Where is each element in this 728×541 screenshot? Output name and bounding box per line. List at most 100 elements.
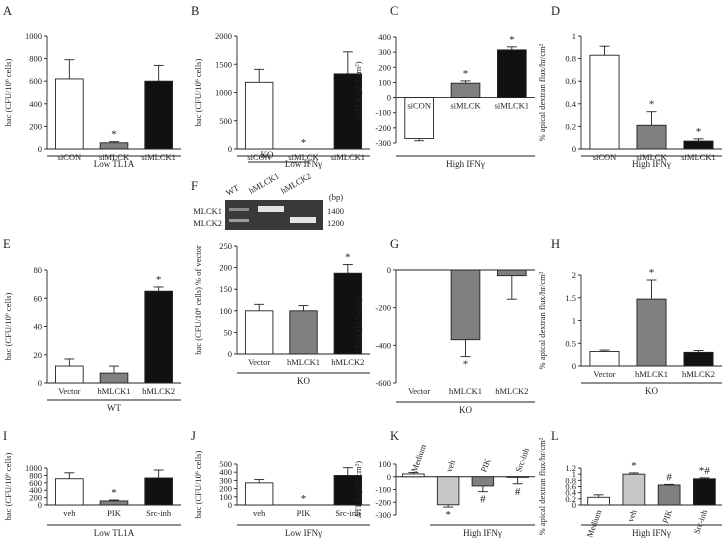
y-axis-label-f: bac (CFU/10⁶ cells) % of vector [193,245,203,355]
category-label-h-0: Vector [593,369,615,379]
gel-band-wt-mlck1 [229,208,249,211]
y-tick-label-j-5: 500 [219,459,232,469]
y-tick-label-e-4: 80 [34,265,43,275]
category-label-j-1: PIK [297,508,312,518]
y-tick-label-h-0: 0 [572,361,576,371]
category-label-j-0: veh [253,508,266,518]
y-tick-label-l-6: 1.2 [565,463,576,473]
gel-background [225,200,323,230]
y-tick-label-f-1: 50 [224,327,233,337]
panel-l: L 00.20.40.60.811.2 % apical dextran flux/… [537,429,722,539]
bar-e-2 [144,290,173,384]
y-axis-label-k: ΔTER (Ω * cm²) [353,461,363,518]
significance-j-1: * [301,493,307,505]
panel-e: E 0 20 40 60 80 bac (CFU/10⁶ cells) Vector hMLCK… [3,237,181,413]
bar-d-0 [589,54,620,150]
panel-c: C -300 -200 -100 0 100 200 300 400 ΔTER (Ω * cm²)… [353,4,535,169]
group-label-l: High IFNγ [632,528,671,538]
panel-label-a: A [3,4,12,18]
y-tick-label-f-5: 250 [219,241,232,251]
bar-l-3 [692,478,716,506]
y-tick-label-c-7: 400 [378,32,391,42]
significance-a-1: * [111,129,117,141]
group-label-b: Low IFNγ [285,159,322,169]
y-tick-label-g-3: 0 [387,265,391,275]
y-tick-label-d-4: 0.8 [565,54,576,64]
panel-label-e: E [3,237,11,251]
group-label-g: KO [459,405,472,415]
category-label-g-1: hMLCK1 [449,386,482,396]
significance-k-3: # [515,486,521,498]
category-label-e-0: Vector [58,386,80,396]
y-tick-label-i-4: 800 [29,470,42,480]
y-axis-label-d: % apical dextran flux/hr/cm² [537,43,547,141]
y-tick-label-l-0: 0 [572,500,576,510]
y-tick-label-a-2: 400 [29,99,42,109]
y-tick-label-e-2: 40 [34,322,43,332]
y-tick-label-d-3: 0.6 [565,76,576,86]
y-tick-label-g-0: -600 [375,378,391,388]
bar-c-1 [450,82,481,99]
y-tick-label-f-2: 100 [219,306,232,316]
significance-e-2: * [156,274,162,286]
category-label-f-1: hMLCK1 [287,357,320,367]
category-label-f-2: hMLCK2 [331,357,364,367]
panel-b: B 0 500 1000 1500 2000 bac (CFU/10⁶ cells) siCO… [191,4,370,169]
category-label-e-2: hMLCK2 [142,386,175,396]
y-tick-label-f-0: 0 [228,349,232,359]
panel-a: A 0 200 400 600 800 1000 bac (CFU/10⁶ cells) siC… [3,4,181,169]
y-tick-label-a-4: 800 [29,54,42,64]
bar-l-0 [587,496,611,506]
y-tick-label-k-0: -300 [375,510,391,520]
y-axis-label-l: % apical dextran flux/hr/cm² [537,437,547,535]
y-tick-label-l-4: 0.8 [565,475,576,485]
category-label-a-0: siCON [58,152,82,162]
y-tick-label-k-1: -200 [375,497,391,507]
category-label-i-1: PIK [107,508,122,518]
panel-d: D 0 0.2 0.4 0.6 0.8 1 % apical dextran flux/hr/… [537,4,722,169]
y-tick-label-j-3: 300 [219,475,232,485]
panel-k: K -300 -200 -100 0 100 ΔTER (Ω * cm²) Medium * ve… [353,429,535,538]
y-tick-label-a-5: 1000 [25,31,42,41]
y-tick-label-l-2: 0.4 [565,488,576,498]
gel-band-hmlck2 [290,217,316,223]
category-label-b-1: siMLCK [288,152,319,162]
significance-c-2: * [509,34,515,46]
y-tick-label-j-0: 0 [228,500,232,510]
category-label-l-0: Medium [584,508,603,539]
y-tick-label-h-2: 1 [572,316,576,326]
y-tick-label-j-4: 400 [219,467,232,477]
panel-label-g: G [390,237,399,251]
bar-a-1 [99,142,129,150]
bar-c-2 [497,49,527,99]
significance-l-2: # [666,471,672,483]
category-label-c-2: siMLCK1 [495,101,529,111]
y-tick-label-e-0: 0 [38,378,42,388]
y-tick-label-d-0: 0 [572,144,576,154]
bar-d-2 [683,140,714,150]
y-axis-label-j: bac (CFU/10⁶ cells) [193,451,203,519]
category-label-d-0: siCON [593,152,617,162]
panel-h: H 0 0.5 1 1.5 2 % apical dextran flux/hr/cm² Ve… [537,237,722,396]
gel-lane-hmlck1: hMLCK1 [247,171,281,196]
y-tick-label-e-3: 60 [34,293,43,303]
category-label-k-2: PIK [478,456,492,473]
y-tick-label-a-3: 600 [29,76,42,86]
y-tick-label-c-4: 100 [378,77,391,87]
y-tick-label-l-5: 1 [572,469,576,479]
y-tick-label-l-1: 0.2 [565,494,576,504]
gel-band-hmlck1 [258,206,284,212]
panel-label-h: H [551,237,560,251]
category-label-c-1: siMLCK [450,101,481,111]
bar-h-2 [683,351,714,367]
category-label-i-0: veh [63,508,76,518]
category-label-a-1: siMLCK [99,152,130,162]
panel-label-b: B [191,4,199,18]
bar-a-0 [55,78,84,150]
y-tick-label-c-1: -200 [375,123,391,133]
bar-h-1 [636,298,667,367]
category-label-a-2: siMLCK1 [141,152,175,162]
category-label-c-0: siCON [407,101,431,111]
